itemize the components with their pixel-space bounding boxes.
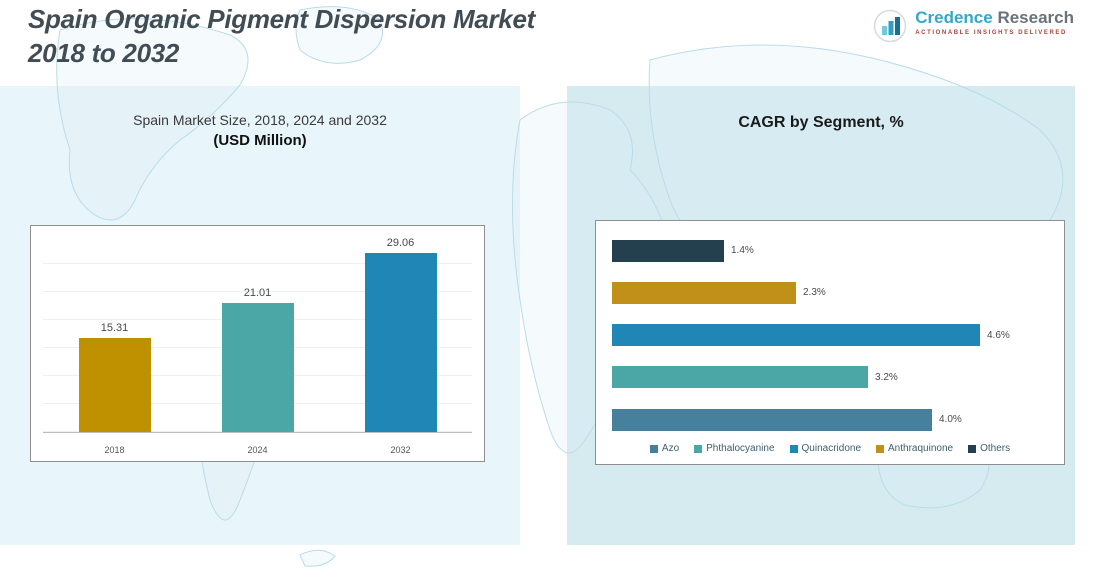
- market-size-bar: [221, 303, 294, 432]
- market-size-heading-line2: (USD Million): [213, 132, 307, 149]
- market-size-bar: [364, 253, 437, 432]
- cagr-bar-row: 3.2%: [612, 366, 1012, 389]
- logo-bars-icon: [873, 9, 907, 43]
- legend-item: Others: [968, 443, 1010, 454]
- cagr-bar: [612, 366, 868, 389]
- cagr-bar-row: 1.4%: [612, 239, 1012, 262]
- bar-group: 15.31: [78, 236, 151, 432]
- market-size-heading-line1: Spain Market Size, 2018, 2024 and 2032: [133, 112, 387, 128]
- legend-label: Azo: [661, 443, 680, 454]
- credence-research-logo: Credence Research Actionable Insights De…: [872, 8, 1074, 44]
- cagr-bar: [612, 239, 724, 262]
- cagr-bar-row: 4.6%: [612, 324, 1012, 347]
- brand-first-word: Credence: [915, 8, 993, 27]
- legend-swatch: [876, 444, 885, 453]
- legend-swatch: [694, 444, 703, 453]
- cagr-bar: [612, 281, 796, 304]
- legend-swatch: [789, 444, 798, 453]
- bar-group: 21.01: [221, 236, 294, 432]
- market-size-chart: 15.31 21.01 29.06 2018 2024 2032: [30, 225, 485, 462]
- cagr-bar-value-label: 4.0%: [939, 414, 962, 425]
- legend-item: Anthraquinone: [876, 443, 953, 454]
- cagr-bar: [612, 408, 932, 431]
- cagr-bar-row: 4.0%: [612, 408, 1012, 431]
- legend-label: Anthraquinone: [888, 443, 954, 454]
- legend-item: Phthalocyanine: [694, 443, 775, 454]
- bar-group: 29.06: [364, 236, 437, 432]
- bar-category-label: 2018: [104, 445, 125, 455]
- legend-swatch: [968, 444, 977, 453]
- cagr-bar-value-label: 4.6%: [987, 329, 1010, 341]
- cagr-bar: [612, 324, 980, 346]
- market-size-bar: [78, 338, 151, 432]
- legend-label: Others: [980, 443, 1011, 454]
- brand-tagline: Actionable Insights Delivered: [915, 30, 1067, 36]
- page-title-line1: Spain Organic Pigment Dispersion Market: [28, 4, 535, 34]
- legend-item: Quinacridone: [789, 443, 862, 454]
- brand-name: Credence Research: [915, 8, 1074, 28]
- page-title: Spain Organic Pigment Dispersion Market …: [28, 2, 535, 70]
- cagr-heading: CAGR by Segment, %: [738, 114, 904, 131]
- bar-value-label: 29.06: [386, 237, 415, 249]
- cagr-chart: 1.4% 2.3% 4.6% 3.2% 4.0% Azo Phthalocyanine Qu…: [595, 220, 1065, 465]
- legend-label: Phthalocyanine: [706, 443, 775, 454]
- bar-category-label: 2024: [247, 445, 268, 455]
- cagr-plot: 1.4% 2.3% 4.6% 3.2% 4.0%: [596, 221, 1064, 439]
- legend-item: Azo: [649, 443, 680, 454]
- bar-value-label: 15.31: [100, 322, 129, 334]
- market-size-plot: 15.31 21.01 29.06: [43, 236, 472, 433]
- cagr-bar-value-label: 1.4%: [731, 245, 754, 256]
- bar-category-label: 2032: [390, 445, 411, 455]
- bar-value-label: 21.01: [243, 287, 272, 299]
- cagr-bar-value-label: 2.3%: [803, 287, 826, 299]
- logo-text: Credence Research Actionable Insights De…: [915, 8, 1074, 36]
- cagr-bar-value-label: 3.2%: [875, 371, 898, 383]
- legend-label: Quinacridone: [801, 443, 862, 454]
- page-title-line2: 2018 to 2032: [28, 38, 180, 68]
- market-size-categories: 2018 2024 2032: [43, 445, 472, 455]
- brand-second-word: Research: [997, 8, 1074, 27]
- market-size-heading: Spain Market Size, 2018, 2024 and 2032 (…: [0, 112, 520, 149]
- cagr-bar-row: 2.3%: [612, 281, 1012, 304]
- legend-swatch: [649, 444, 658, 453]
- cagr-legend: Azo Phthalocyanine Quinacridone Anthraquino…: [596, 439, 1064, 464]
